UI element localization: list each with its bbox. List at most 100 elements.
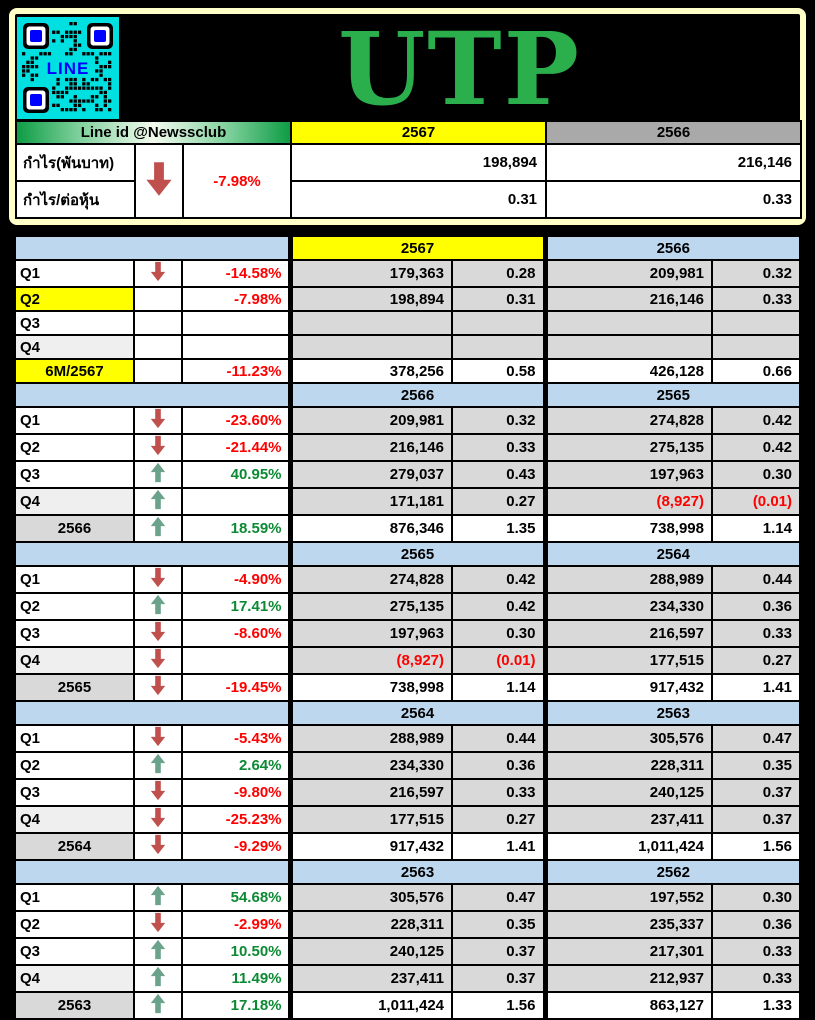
pct-change-cell: -11.23% bbox=[180, 358, 292, 384]
eps-right-cell: 0.27 bbox=[711, 646, 801, 675]
year-left-header: 2567 bbox=[287, 235, 546, 261]
pct-change-cell: -4.90% bbox=[180, 565, 292, 594]
trend-arrow-cell bbox=[132, 433, 183, 462]
year-left-header: 2563 bbox=[287, 859, 546, 885]
profit-right-cell: 288,989 bbox=[542, 565, 713, 594]
period-label-cell: Q1 bbox=[13, 883, 135, 912]
profit-right-cell: 209,981 bbox=[542, 259, 713, 288]
pct-change-cell: -9.80% bbox=[180, 778, 292, 807]
profit-right-cell: (8,927) bbox=[542, 487, 713, 516]
profit-left-cell: 305,576 bbox=[287, 883, 453, 912]
profit-right-cell: 917,432 bbox=[542, 673, 713, 702]
pct-change-cell bbox=[180, 310, 292, 336]
up-arrow-icon bbox=[150, 967, 166, 987]
quarter-row: Q3 40.95% 279,037 0.43 197,963 0.30 bbox=[13, 460, 801, 489]
trend-arrow-cell bbox=[132, 487, 183, 516]
eps-left-cell: 0.33 bbox=[451, 433, 546, 462]
eps-right-cell: 0.33 bbox=[711, 619, 801, 648]
pct-change-cell: -2.99% bbox=[180, 910, 292, 939]
period-label-cell: Q1 bbox=[13, 724, 135, 753]
trend-arrow-cell bbox=[132, 832, 183, 861]
eps-left-cell: 0.27 bbox=[451, 487, 546, 516]
period-label-cell: Q3 bbox=[13, 460, 135, 489]
eps-left-cell: 0.43 bbox=[451, 460, 546, 489]
section-header-row: 2564 2563 bbox=[13, 700, 801, 726]
profit-left-cell: 378,256 bbox=[287, 358, 453, 384]
quarter-row: Q3 -8.60% 197,963 0.30 216,597 0.33 bbox=[13, 619, 801, 648]
profit-left-cell: 177,515 bbox=[287, 805, 453, 834]
eps-right-cell: 0.37 bbox=[711, 778, 801, 807]
line-id-banner: Line id @Newssclub bbox=[14, 120, 293, 145]
period-label-cell: 2564 bbox=[13, 832, 135, 861]
quarter-row: Q2 -2.99% 228,311 0.35 235,337 0.36 bbox=[13, 910, 801, 939]
eps-left-cell: 0.28 bbox=[451, 259, 546, 288]
profit-left-cell: 179,363 bbox=[287, 259, 453, 288]
down-arrow-icon bbox=[150, 676, 166, 696]
pct-change-cell: -23.60% bbox=[180, 406, 292, 435]
eps-left-cell: 0.47 bbox=[451, 883, 546, 912]
trend-arrow-cell bbox=[132, 991, 183, 1020]
profit-left-cell: 917,432 bbox=[287, 832, 453, 861]
trend-arrow-cell bbox=[132, 778, 183, 807]
trend-arrow-cell bbox=[132, 565, 183, 594]
profit-right-cell: 237,411 bbox=[542, 805, 713, 834]
down-arrow-icon bbox=[150, 262, 166, 282]
eps-right-cell: 0.30 bbox=[711, 460, 801, 489]
eps-left-cell: 1.41 bbox=[451, 832, 546, 861]
period-label-cell: Q2 bbox=[13, 910, 135, 939]
eps-left-cell: 0.35 bbox=[451, 910, 546, 939]
trend-arrow-cell bbox=[132, 460, 183, 489]
eps-left-cell: 0.27 bbox=[451, 805, 546, 834]
eps-label: กำไร/ต่อหุ้น bbox=[15, 180, 136, 219]
pct-change-cell: -21.44% bbox=[180, 433, 292, 462]
pct-change-cell: 54.68% bbox=[180, 883, 292, 912]
down-arrow-icon bbox=[150, 409, 166, 429]
profit-right-cell: 197,963 bbox=[542, 460, 713, 489]
period-label-cell: Q2 bbox=[13, 751, 135, 780]
quarter-row: Q3 10.50% 240,125 0.37 217,301 0.33 bbox=[13, 937, 801, 966]
eps-right-cell: 0.44 bbox=[711, 565, 801, 594]
period-label-cell: Q4 bbox=[13, 334, 135, 360]
eps-right-cell: 0.32 bbox=[711, 259, 801, 288]
down-arrow-icon bbox=[150, 436, 166, 456]
section-header-spacer bbox=[13, 235, 292, 261]
trend-arrow-cell bbox=[132, 910, 183, 939]
period-label-cell: Q1 bbox=[13, 406, 135, 435]
profit-right-cell: 197,552 bbox=[542, 883, 713, 912]
trend-arrow-cell bbox=[132, 358, 183, 384]
eps-left-cell bbox=[451, 334, 546, 360]
quarterly-table: 2567 2566 Q1 -14.58% 179,363 0.28 209,981 0.32 Q… bbox=[13, 235, 801, 1020]
year-total-row: 6M/2567 -11.23% 378,256 0.58 426,128 0.66 bbox=[13, 358, 801, 384]
quarter-row: Q4 11.49% 237,411 0.37 212,937 0.33 bbox=[13, 964, 801, 993]
pct-change-cell: -25.23% bbox=[180, 805, 292, 834]
trend-arrow-cell bbox=[132, 724, 183, 753]
section-header-row: 2566 2565 bbox=[13, 382, 801, 408]
quarter-row: Q2 -7.98% 198,894 0.31 216,146 0.33 bbox=[13, 286, 801, 312]
trend-arrow-cell bbox=[132, 646, 183, 675]
profit-right-cell: 863,127 bbox=[542, 991, 713, 1020]
profit-left-cell: (8,927) bbox=[287, 646, 453, 675]
page: LINE UTP Line id @Newssclub 2567 2566 กำ… bbox=[9, 8, 806, 1020]
year-right-header: 2566 bbox=[542, 235, 801, 261]
eps-left-cell: 0.31 bbox=[451, 286, 546, 312]
pct-change-cell bbox=[180, 487, 292, 516]
down-arrow-icon bbox=[150, 727, 166, 747]
section-header-row: 2563 2562 bbox=[13, 859, 801, 885]
profit-left-cell: 237,411 bbox=[287, 964, 453, 993]
period-label-cell: Q3 bbox=[13, 778, 135, 807]
pct-change-cell: -5.43% bbox=[180, 724, 292, 753]
period-label-cell: 2566 bbox=[13, 514, 135, 543]
profit-right-cell: 738,998 bbox=[542, 514, 713, 543]
profit-left-cell: 240,125 bbox=[287, 937, 453, 966]
profit-left-cell: 234,330 bbox=[287, 751, 453, 780]
profit-right-cell: 426,128 bbox=[542, 358, 713, 384]
down-arrow-icon bbox=[150, 808, 166, 828]
quarter-row: Q1 -4.90% 274,828 0.42 288,989 0.44 bbox=[13, 565, 801, 594]
trend-arrow-cell bbox=[132, 619, 183, 648]
summary-year-right-header: 2566 bbox=[545, 120, 803, 145]
profit-left-cell: 171,181 bbox=[287, 487, 453, 516]
profit-left-cell: 738,998 bbox=[287, 673, 453, 702]
down-arrow-icon bbox=[150, 913, 166, 933]
trend-arrow-cell bbox=[132, 286, 183, 312]
trend-arrow-cell bbox=[132, 964, 183, 993]
